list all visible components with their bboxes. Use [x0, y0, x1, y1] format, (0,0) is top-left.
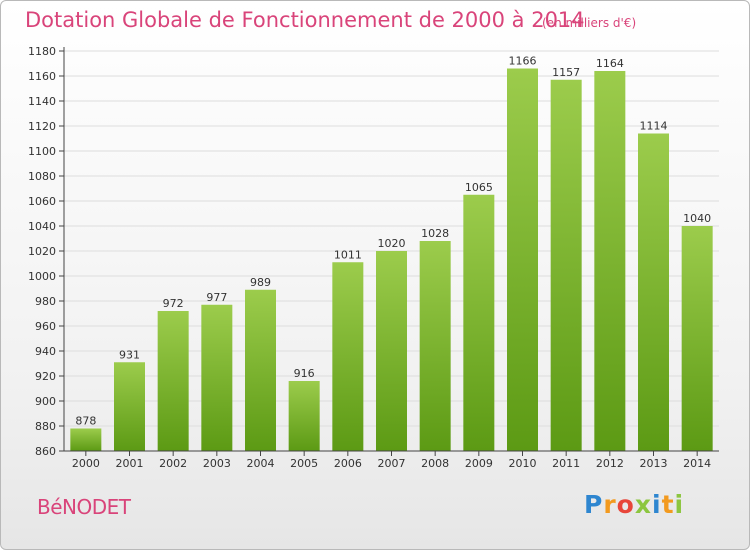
- y-tick-label: 1040: [28, 220, 56, 233]
- x-tick-label: 2014: [683, 457, 711, 470]
- x-tick-label: 2006: [334, 457, 362, 470]
- logo-letter: i: [674, 490, 685, 519]
- bar: [332, 262, 364, 451]
- data-label: 1114: [640, 120, 668, 133]
- y-tick-label: 1180: [28, 45, 56, 58]
- y-tick-label: 1020: [28, 245, 56, 258]
- x-tick-label: 2010: [509, 457, 537, 470]
- bar: [114, 362, 145, 451]
- x-tick-label: 2002: [159, 457, 187, 470]
- bar: [201, 304, 233, 451]
- bar: [157, 311, 189, 451]
- data-label: 916: [294, 367, 315, 380]
- logo-letter: i: [652, 490, 662, 519]
- logo-letter: P: [584, 490, 604, 519]
- chart-subtitle: (en milliers d'€): [542, 16, 637, 30]
- data-label: 1020: [378, 237, 406, 250]
- bar: [70, 428, 102, 451]
- y-tick-label: 880: [35, 420, 56, 433]
- bar: [507, 68, 538, 451]
- data-label: 977: [206, 291, 227, 304]
- y-tick-label: 900: [35, 395, 56, 408]
- data-label: 1166: [509, 55, 537, 68]
- x-tick-label: 2005: [290, 457, 318, 470]
- data-label: 1028: [421, 227, 449, 240]
- x-tick-label: 2011: [552, 457, 580, 470]
- y-tick-label: 960: [35, 320, 56, 333]
- x-tick-label: 2013: [640, 457, 668, 470]
- x-tick-label: 2004: [247, 457, 275, 470]
- place-name: BéNODET: [37, 495, 131, 519]
- data-label: 1157: [552, 66, 580, 79]
- proxiti-logo: Proxiti: [584, 490, 684, 519]
- y-tick-label: 1080: [28, 170, 56, 183]
- bar: [550, 79, 582, 451]
- data-label: 972: [163, 297, 184, 310]
- y-tick-label: 1160: [28, 70, 56, 83]
- x-tick-label: 2000: [72, 457, 100, 470]
- chart-title: Dotation Globale de Fonctionnement de 20…: [25, 8, 585, 32]
- labels-layer: 878 931 972 977 989 916 1011 1020 1028 1065 1166 11…: [75, 55, 711, 428]
- y-tick-label: 920: [35, 370, 56, 383]
- bar: [245, 289, 276, 451]
- bar: [463, 194, 495, 451]
- y-tick-label: 860: [35, 445, 56, 458]
- bar: [288, 381, 320, 451]
- bar: [681, 226, 713, 451]
- y-tick-label: 1140: [28, 95, 56, 108]
- logo-letter: t: [661, 490, 675, 519]
- data-label: 931: [119, 348, 140, 361]
- x-tick-label: 2012: [596, 457, 624, 470]
- y-tick-label: 1120: [28, 120, 56, 133]
- data-label: 989: [250, 276, 271, 289]
- bar: [419, 241, 451, 451]
- y-tick-label: 1000: [28, 270, 56, 283]
- data-label: 878: [75, 415, 96, 428]
- data-label: 1011: [334, 248, 362, 261]
- data-label: 1065: [465, 181, 493, 194]
- x-tick-label: 2007: [378, 457, 406, 470]
- data-label: 1164: [596, 57, 624, 70]
- x-tick-label: 2009: [465, 457, 493, 470]
- logo-letter: r: [603, 490, 617, 519]
- x-tick-label: 2001: [116, 457, 144, 470]
- bars-layer: [70, 68, 713, 451]
- bar: [638, 133, 669, 451]
- y-tick-label: 1100: [28, 145, 56, 158]
- data-label: 1040: [683, 212, 711, 225]
- y-tick-label: 940: [35, 345, 56, 358]
- x-tick-label: 2008: [421, 457, 449, 470]
- logo-letter: x: [634, 490, 652, 519]
- axes-layer: 860 880 900 920 940 960 980 1000 1020 1040 1060 108…: [28, 45, 719, 470]
- bar: [594, 71, 626, 451]
- x-tick-label: 2003: [203, 457, 231, 470]
- bar: [376, 251, 407, 451]
- y-tick-label: 980: [35, 295, 56, 308]
- y-tick-label: 1060: [28, 195, 56, 208]
- logo-letter: o: [616, 490, 635, 519]
